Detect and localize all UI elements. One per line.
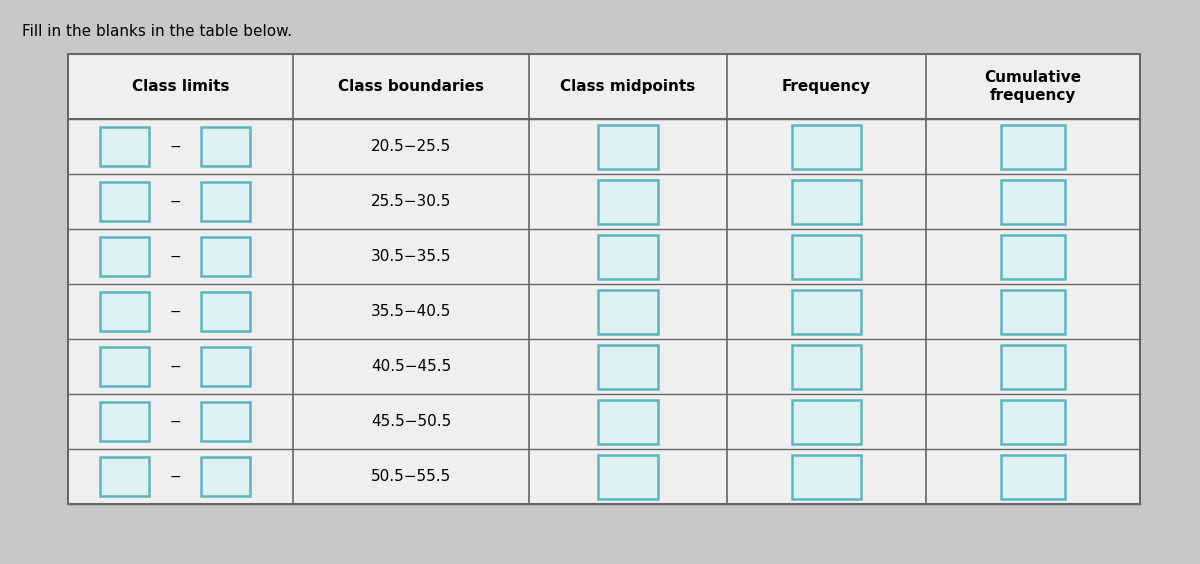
Bar xyxy=(200,402,251,441)
Bar xyxy=(792,345,862,389)
Bar xyxy=(100,347,149,386)
Bar xyxy=(200,457,251,496)
Bar xyxy=(599,399,658,443)
Text: Class limits: Class limits xyxy=(132,79,229,94)
Bar xyxy=(1001,289,1064,333)
Text: 40.5−45.5: 40.5−45.5 xyxy=(371,359,451,374)
Text: 50.5−55.5: 50.5−55.5 xyxy=(371,469,451,484)
Text: 30.5−35.5: 30.5−35.5 xyxy=(371,249,451,264)
Text: −: − xyxy=(169,305,181,319)
Bar xyxy=(599,345,658,389)
Bar xyxy=(599,289,658,333)
Bar xyxy=(599,179,658,223)
Bar xyxy=(100,292,149,331)
Bar xyxy=(792,399,862,443)
Bar xyxy=(1001,179,1064,223)
Bar xyxy=(100,237,149,276)
Text: −: − xyxy=(169,139,181,153)
Text: Class midpoints: Class midpoints xyxy=(560,79,696,94)
Text: Cumulative
frequency: Cumulative frequency xyxy=(984,70,1081,103)
Text: 45.5−50.5: 45.5−50.5 xyxy=(371,414,451,429)
Bar xyxy=(792,455,862,499)
Bar xyxy=(100,127,149,166)
Text: 35.5−40.5: 35.5−40.5 xyxy=(371,304,451,319)
Text: −: − xyxy=(169,415,181,429)
Text: Fill in the blanks in the table below.: Fill in the blanks in the table below. xyxy=(22,24,292,39)
Bar xyxy=(1001,345,1064,389)
Bar xyxy=(100,402,149,441)
Text: −: − xyxy=(169,249,181,263)
Bar xyxy=(599,455,658,499)
Bar xyxy=(100,182,149,221)
Bar xyxy=(100,457,149,496)
Bar xyxy=(1001,125,1064,169)
Bar xyxy=(1001,455,1064,499)
Text: −: − xyxy=(169,195,181,209)
Bar xyxy=(792,125,862,169)
Bar xyxy=(200,127,251,166)
Text: −: − xyxy=(169,359,181,373)
Text: 25.5−30.5: 25.5−30.5 xyxy=(371,194,451,209)
Bar xyxy=(200,182,251,221)
Bar xyxy=(200,292,251,331)
Text: Class boundaries: Class boundaries xyxy=(338,79,484,94)
Bar xyxy=(1001,235,1064,279)
Bar xyxy=(792,179,862,223)
Text: Frequency: Frequency xyxy=(782,79,871,94)
Bar xyxy=(200,347,251,386)
Bar xyxy=(200,237,251,276)
Bar xyxy=(1001,399,1064,443)
Text: 20.5−25.5: 20.5−25.5 xyxy=(371,139,451,154)
Bar xyxy=(792,289,862,333)
Text: −: − xyxy=(169,469,181,483)
Bar xyxy=(599,125,658,169)
Bar xyxy=(599,235,658,279)
Bar xyxy=(792,235,862,279)
Bar xyxy=(68,54,1140,504)
